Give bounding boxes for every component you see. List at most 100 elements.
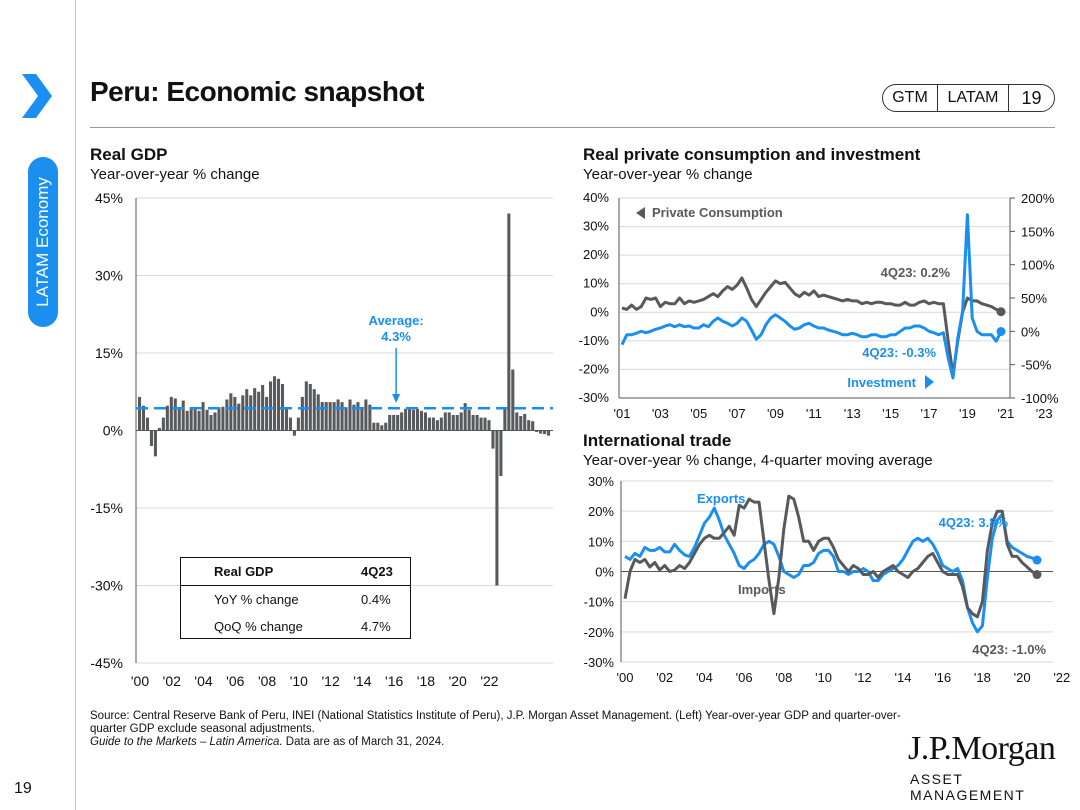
x-tick-label: '10	[290, 673, 308, 689]
gdp-bar	[217, 407, 221, 431]
average-arrow-head	[392, 394, 401, 403]
x-tick-label: '04	[194, 673, 212, 689]
gdp-bar	[181, 400, 185, 431]
left-y-tick-label: 20%	[583, 247, 609, 262]
table-row: QoQ % change 4.7%	[181, 613, 410, 640]
gdp-bar	[404, 408, 408, 431]
gdp-bar	[304, 381, 308, 431]
gdp-bar	[427, 417, 431, 431]
y-tick-label: 15%	[95, 345, 123, 361]
badge-region: LATAM	[938, 85, 1009, 111]
gdp-chart-subtitle: Year-over-year % change	[90, 166, 260, 183]
gdp-bar	[447, 412, 451, 431]
gdp-bar	[185, 410, 189, 431]
x-tick-label: '14	[894, 670, 911, 685]
x-tick-label: '15	[882, 406, 899, 421]
gdp-bar	[197, 410, 201, 431]
consumption-line	[621, 276, 1002, 377]
gdp-bar	[138, 396, 142, 431]
left-divider	[75, 0, 76, 810]
left-y-tick-label: -10%	[579, 333, 610, 348]
gdp-bar	[276, 378, 281, 431]
average-value-label: 4.3%	[381, 329, 411, 344]
x-tick-label: '08	[775, 670, 792, 685]
gdp-bar	[523, 413, 527, 431]
gdp-bar	[443, 412, 447, 431]
gdp-bar	[324, 402, 328, 431]
consumption-end-label: 4Q23: 0.2%	[881, 265, 951, 280]
right-y-tick-label: -100%	[1021, 391, 1059, 406]
gdp-bar	[348, 399, 352, 431]
gdp-bar	[213, 412, 217, 431]
table-header-label: Real GDP	[214, 564, 274, 579]
left-y-tick-label: 30%	[583, 219, 609, 234]
gdp-bar	[209, 415, 213, 431]
y-tick-label: 0%	[103, 423, 123, 439]
x-tick-label: '01	[614, 406, 631, 421]
table-header-period: 4Q23	[361, 564, 393, 579]
x-tick-label: '13	[844, 406, 861, 421]
gdp-bar	[328, 402, 332, 431]
table-cell-label: YoY % change	[214, 592, 299, 607]
table-header-row: Real GDP 4Q23	[181, 558, 410, 586]
gdp-bar	[368, 404, 372, 431]
x-tick-label: '02	[163, 673, 181, 689]
x-tick-label: '22	[1053, 670, 1070, 685]
gdp-bar	[423, 412, 427, 431]
x-tick-label: '00	[617, 670, 634, 685]
gdp-bar	[475, 415, 479, 431]
y-tick-label: 30%	[95, 268, 123, 284]
gdp-bar	[451, 415, 455, 431]
left-y-tick-label: -20%	[579, 361, 610, 376]
investment-end-dot	[996, 327, 1006, 337]
consumption-chart-subtitle: Year-over-year % change	[583, 166, 753, 183]
gdp-bar	[149, 430, 153, 446]
x-tick-label: '07	[729, 406, 746, 421]
trade-chart-title: International trade	[583, 431, 732, 450]
gdp-bar	[495, 430, 499, 586]
y-tick-label: -15%	[90, 500, 123, 516]
gdp-bar	[340, 402, 344, 431]
gdp-bar	[531, 421, 535, 431]
gdp-bar	[519, 416, 523, 431]
right-y-tick-label: 200%	[1021, 191, 1055, 206]
x-tick-label: '16	[934, 670, 951, 685]
gdp-bar	[547, 430, 551, 436]
x-tick-label: '18	[974, 670, 991, 685]
gdp-bar	[273, 376, 277, 431]
x-tick-label: '12	[321, 673, 339, 689]
gdp-bar	[527, 420, 531, 431]
gdp-bar	[467, 409, 471, 431]
gdp-bar	[292, 430, 296, 436]
consumption-end-dot	[996, 307, 1006, 317]
gdp-bar	[205, 409, 209, 431]
x-tick-label: '02	[656, 670, 673, 685]
gdp-bar	[249, 395, 253, 431]
gdp-bar	[284, 407, 289, 431]
badge-page-number: 19	[1021, 87, 1042, 108]
gdp-bar	[237, 403, 241, 431]
right-y-tick-label: 100%	[1021, 258, 1055, 273]
gdp-bar	[535, 430, 539, 433]
gdp-bar	[372, 422, 376, 431]
gdp-bar	[221, 406, 225, 431]
left-y-tick-label: 10%	[583, 276, 609, 291]
gdp-bar	[507, 213, 511, 431]
gdp-bar	[141, 405, 146, 431]
x-tick-label: '19	[959, 406, 976, 421]
x-tick-label: '09	[767, 406, 784, 421]
gdp-bar	[543, 430, 547, 435]
gdp-bar	[229, 393, 233, 431]
x-tick-label: '22	[480, 673, 498, 689]
gdp-bar	[320, 402, 324, 431]
y-tick-label: -20%	[584, 625, 615, 640]
gdp-bar	[408, 407, 412, 431]
gdp-bar	[344, 407, 348, 431]
y-tick-label: -30%	[90, 578, 123, 594]
gdp-bar	[257, 391, 261, 431]
x-tick-label: '06	[736, 670, 753, 685]
gdp-bar	[233, 396, 237, 431]
gdp-bar	[419, 410, 424, 431]
legend-private-consumption: Private Consumption	[652, 205, 783, 220]
right-y-tick-label: 50%	[1021, 291, 1047, 306]
